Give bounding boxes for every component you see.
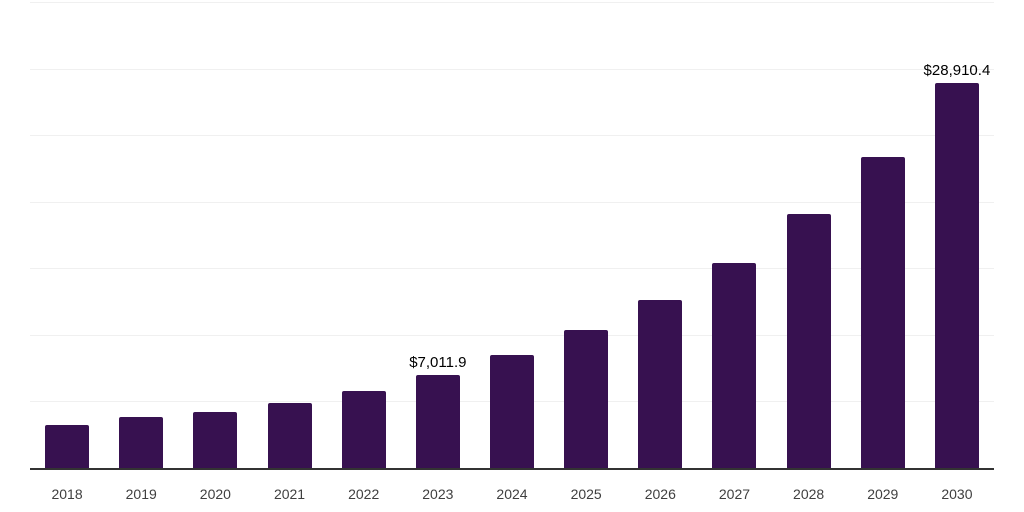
bar-2020 [193, 412, 238, 468]
gridline-35000 [30, 2, 994, 3]
bar-2025 [564, 330, 609, 468]
data-label-2023: $7,011.9 [409, 353, 467, 371]
x-tick-2027: 2027 [718, 486, 751, 502]
bar-2019 [119, 417, 164, 468]
data-label-2030: $28,910.4 [923, 62, 991, 80]
x-tick-2025: 2025 [570, 486, 602, 502]
bar-2026 [638, 300, 683, 468]
x-tick-2022: 2022 [348, 486, 380, 502]
bar-2024 [490, 355, 534, 468]
gridline-25000 [30, 135, 994, 137]
bar-2018 [45, 424, 90, 468]
x-tick-2030: 2030 [941, 486, 973, 502]
gridline-20000 [30, 201, 994, 203]
bar-2028 [786, 214, 831, 468]
x-tick-2026: 2026 [644, 486, 676, 502]
bar-2029 [860, 156, 905, 468]
gridline-15000 [30, 268, 994, 270]
x-tick-2018: 2018 [51, 486, 83, 502]
x-tick-2028: 2028 [793, 486, 825, 502]
x-tick-2019: 2019 [125, 486, 157, 502]
x-tick-2024: 2024 [496, 486, 528, 502]
x-axis-line [30, 468, 994, 470]
bar-2022 [341, 391, 386, 468]
gridline-30000 [30, 68, 994, 70]
bar-2027 [712, 262, 757, 468]
x-tick-2021: 2021 [273, 486, 306, 502]
bar-2023 [415, 374, 460, 468]
gridline-10000 [30, 334, 994, 336]
x-tick-2020: 2020 [199, 486, 231, 502]
bar-2030 [934, 83, 979, 468]
x-tick-2023: 2023 [422, 486, 454, 502]
bar-2021 [267, 403, 312, 468]
x-tick-2029: 2029 [867, 486, 899, 502]
